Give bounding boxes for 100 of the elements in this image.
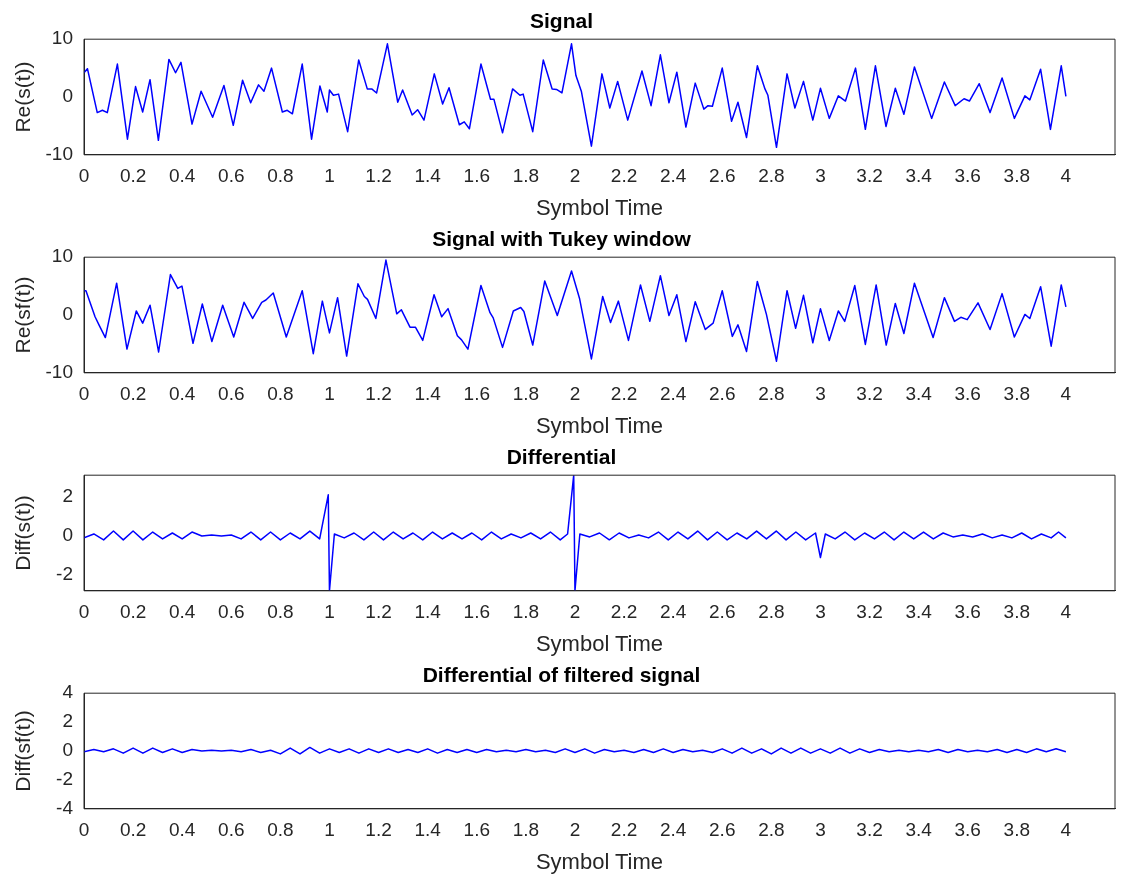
x-axis-title: Symbol Time (535, 848, 664, 874)
y-tick-label: 0 (62, 739, 73, 761)
x-tick-label: 3 (815, 165, 826, 187)
x-tick-label: 0 (78, 165, 90, 187)
y-tick-label: -2 (56, 563, 73, 585)
x-tick-label: 2.2 (610, 383, 638, 405)
x-tick-label: 2 (569, 819, 581, 841)
x-tick-label: 1 (324, 819, 335, 841)
x-tick-label: 0.2 (119, 165, 147, 187)
x-tick-label: 1 (324, 601, 335, 623)
x-tick-label: 1.4 (414, 165, 442, 187)
x-tick-label: 2.8 (758, 819, 785, 841)
x-tick-label: 1.8 (512, 601, 540, 623)
x-tick-label: 0.8 (267, 819, 294, 841)
x-tick-label: 0.8 (267, 165, 294, 187)
x-tick-label: 3.8 (1003, 165, 1031, 187)
y-tick-label: 10 (51, 245, 73, 267)
x-axis-title: Symbol Time (535, 412, 664, 438)
x-tick-label: 1.6 (463, 601, 490, 623)
chart-title: Signal (529, 9, 594, 33)
x-tick-label: 1.4 (414, 383, 442, 405)
x-tick-label: 3.2 (856, 819, 883, 841)
y-tick-label: 2 (62, 710, 73, 732)
x-tick-label: 0.2 (119, 601, 147, 623)
chart-title: Signal with Tukey window (432, 227, 692, 251)
x-tick-label: 0.8 (267, 383, 294, 405)
x-tick-label: 0.4 (168, 601, 196, 623)
x-tick-label: 0.4 (168, 165, 196, 187)
x-tick-label: 2.4 (659, 383, 687, 405)
x-tick-label: 2.4 (659, 819, 687, 841)
x-tick-label: 1 (324, 165, 335, 187)
x-tick-label: 2.8 (758, 165, 785, 187)
x-tick-label: 2.6 (709, 383, 736, 405)
y-axis-title: Re(sf(t)) (11, 276, 35, 354)
x-tick-label: 3.6 (954, 165, 981, 187)
x-tick-label: 2 (569, 165, 581, 187)
x-tick-label: 3.8 (1003, 383, 1031, 405)
y-tick-label: 0 (62, 303, 73, 325)
x-tick-label: 4 (1060, 383, 1072, 405)
x-tick-label: 2.8 (758, 601, 785, 623)
y-axis-title: Diff(sf(t)) (11, 710, 35, 792)
y-tick-label: 2 (62, 484, 73, 506)
x-tick-label: 2.2 (610, 601, 638, 623)
x-axis-title: Symbol Time (535, 630, 664, 656)
x-tick-label: 3 (815, 383, 826, 405)
x-tick-label: 0.6 (218, 165, 245, 187)
x-tick-label: 1.4 (414, 601, 442, 623)
x-tick-label: 0 (78, 819, 90, 841)
y-axis-title: Diff(s(t)) (11, 495, 35, 571)
x-tick-label: 3.6 (954, 819, 981, 841)
x-tick-label: 3.2 (856, 165, 883, 187)
x-tick-label: 2.6 (709, 819, 736, 841)
x-axis-title: Symbol Time (535, 194, 664, 220)
x-tick-label: 1.2 (365, 601, 392, 623)
x-tick-label: 3 (815, 819, 826, 841)
x-tick-label: 2.4 (659, 165, 687, 187)
y-tick-label: -10 (45, 143, 73, 165)
y-axis-title: Re(s(t)) (11, 61, 35, 133)
x-tick-label: 0.6 (218, 601, 245, 623)
x-tick-label: 2.6 (709, 601, 736, 623)
x-tick-label: 1.8 (512, 383, 540, 405)
y-tick-label: 0 (62, 85, 73, 107)
x-tick-label: 0.2 (119, 819, 147, 841)
x-tick-label: 1.6 (463, 383, 490, 405)
x-tick-label: 3.6 (954, 601, 981, 623)
x-tick-label: 2 (569, 601, 581, 623)
x-tick-label: 3.4 (905, 601, 933, 623)
x-tick-label: 4 (1060, 601, 1072, 623)
x-tick-label: 0.2 (119, 383, 147, 405)
y-tick-label: 10 (51, 27, 73, 49)
x-tick-label: 0.6 (218, 819, 245, 841)
x-tick-label: 2.4 (659, 601, 687, 623)
x-tick-label: 3.8 (1003, 601, 1031, 623)
x-tick-label: 0.8 (267, 601, 294, 623)
x-tick-label: 3.2 (856, 383, 883, 405)
x-tick-label: 3.4 (905, 819, 933, 841)
x-tick-label: 1.6 (463, 819, 490, 841)
y-tick-label: 0 (62, 524, 73, 546)
x-tick-label: 0.4 (168, 383, 196, 405)
y-tick-label: -2 (56, 768, 73, 790)
x-tick-label: 3.4 (905, 383, 933, 405)
x-tick-label: 2 (569, 383, 581, 405)
x-tick-label: 0.4 (168, 819, 196, 841)
x-tick-label: 1.2 (365, 383, 392, 405)
x-tick-label: 2.2 (610, 819, 638, 841)
x-tick-label: 2.8 (758, 383, 785, 405)
y-tick-label: -10 (45, 361, 73, 383)
x-tick-label: 4 (1060, 165, 1072, 187)
x-tick-label: 3.8 (1003, 819, 1031, 841)
x-tick-label: 1.2 (365, 165, 392, 187)
x-tick-label: 1.8 (512, 819, 540, 841)
x-tick-label: 1.6 (463, 165, 490, 187)
chart-title: Differential (506, 445, 617, 469)
y-tick-label: -4 (56, 797, 74, 819)
x-tick-label: 4 (1060, 819, 1072, 841)
x-tick-label: 1.2 (365, 819, 392, 841)
x-tick-label: 0 (78, 383, 90, 405)
x-tick-label: 3.6 (954, 383, 981, 405)
x-tick-label: 1.4 (414, 819, 442, 841)
x-tick-label: 3.4 (905, 165, 933, 187)
